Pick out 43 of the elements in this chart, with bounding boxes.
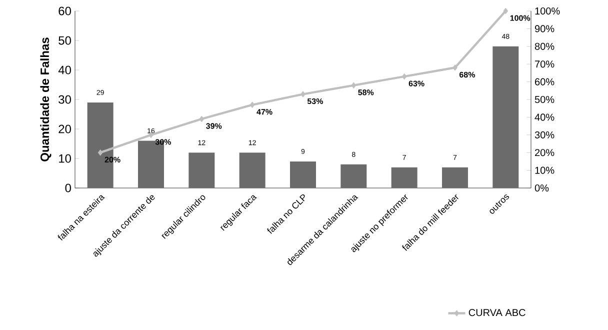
point [300,90,306,98]
y2-tick-label: 50% [534,96,554,104]
bar [340,164,367,188]
y2-tick-label: 80% [534,42,554,50]
y-axis-title: Quantidade de Falhas [40,38,52,162]
point [503,8,508,14]
point [98,149,103,156]
y2-tick-label: 20% [535,149,554,156]
data-label: 63% [408,80,424,86]
point [351,82,356,89]
point [199,116,204,122]
y2-tick-label: 90% [534,25,554,32]
point [250,102,255,108]
y2-tick-label: 70% [535,60,554,68]
point [402,73,407,80]
data-label: 100% [510,15,530,21]
y2-tick-label: 30% [534,131,554,138]
data-label: 68% [459,72,475,78]
data-label: 47% [256,109,272,115]
y-tick-label: 50 [58,36,72,45]
bar [442,167,468,188]
data-label: 30% [155,139,171,145]
y2-tick-label: 10% [535,166,554,174]
bar [188,152,215,188]
y-tick-label: 10 [59,154,72,163]
data-label: 58% [358,90,374,96]
legend-label: CURVA ABC [468,309,526,316]
y2-tick-label: 0% [534,184,549,192]
y-tick-label: 20 [58,124,72,134]
bar [492,46,519,188]
y2-tick-label: 60% [535,78,554,86]
y-tick-label: 40 [58,66,72,74]
data-label: 39% [206,123,222,129]
data-label: 53% [307,98,323,104]
y-tick-label: 60 [58,6,72,16]
y2-tick-label: 100% [535,7,560,15]
y-tick-label: 0 [65,184,72,192]
bar [290,161,316,188]
bar [391,167,418,188]
y2-tick-label: 40% [534,114,554,121]
bar [239,152,266,188]
point [452,64,458,71]
y-tick-label: 30 [58,95,72,104]
